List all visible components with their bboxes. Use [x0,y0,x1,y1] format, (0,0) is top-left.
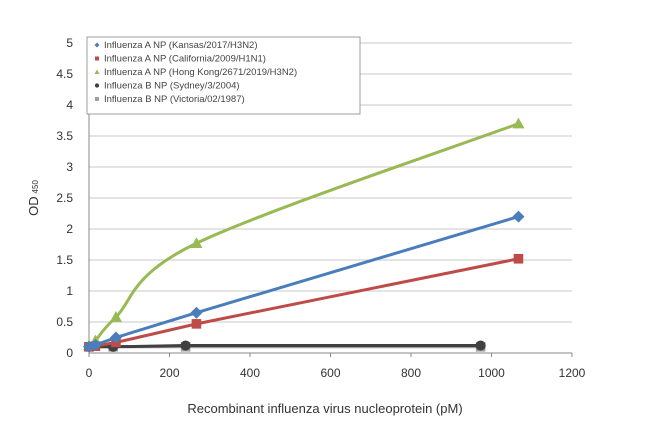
y-tick-label: 4.5 [56,67,73,81]
x-tick-label: 1200 [559,366,586,380]
legend-entry: Influenza B NP (Victoria/02/1987) [104,94,245,105]
data-point [89,338,102,351]
data-point [95,56,99,61]
legend-entry: Influenza A NP (California/2009/H1N1) [104,54,266,65]
y-tick-label: 0.5 [56,315,73,329]
data-point [475,340,486,351]
data-point [94,69,100,74]
y-axis-label: OD [26,196,41,216]
legend-entry: Influenza A NP (Kansas/2017/H3N2) [104,40,258,51]
data-point [190,237,203,249]
y-tick-label: 2 [66,222,73,236]
x-tick-label: 600 [320,366,340,380]
y-tick-label: 3 [66,160,73,174]
svg-text:OD450: OD 450 [26,180,41,216]
data-point [109,331,122,344]
data-point [191,319,202,329]
data-point [109,311,122,322]
data-point [180,340,191,351]
series-line [88,257,519,349]
y-axis-label-group: OD 450 [26,180,41,216]
data-point [94,83,100,88]
data-point [512,117,525,129]
x-tick-label: 800 [401,366,421,380]
y-tick-label: 5 [66,36,73,50]
y-axis-label-sub: 450 [31,180,40,194]
data-point [512,210,525,223]
x-tick-label: 400 [240,366,260,380]
series-line [89,344,481,349]
y-tick-label: 2.5 [56,191,73,205]
data-point [190,306,203,319]
x-tick-label: 200 [159,366,179,380]
data-point [95,97,99,101]
x-tick-label: 1000 [478,366,505,380]
legend-entry: Influenza A NP (Hong Kong/2671/2019/H3N2… [104,67,297,78]
series-line [88,215,519,349]
tick-labels: 0 0.5 1 1.5 2 2.5 3 3.5 4 4.5 5 0 200 400 600 800 1000 12… [56,36,585,380]
data-point [94,42,100,48]
y-tick-label: 0 [66,346,73,360]
legend-entry: Influenza B NP (Sydney/3/2004) [104,81,240,92]
y-tick-label: 3.5 [56,129,73,143]
y-tick-label: 1 [66,284,73,298]
y-tick-label: 4 [66,98,73,112]
y-tick-label: 1.5 [56,253,73,267]
data-point [513,253,524,264]
x-tick-label: 0 [86,366,93,380]
x-axis-label: Recombinant influenza virus nucleoprotei… [187,401,462,416]
legend: Influenza A NP (Kansas/2017/H3N2) Influen… [86,36,361,115]
series-layer [83,117,525,353]
